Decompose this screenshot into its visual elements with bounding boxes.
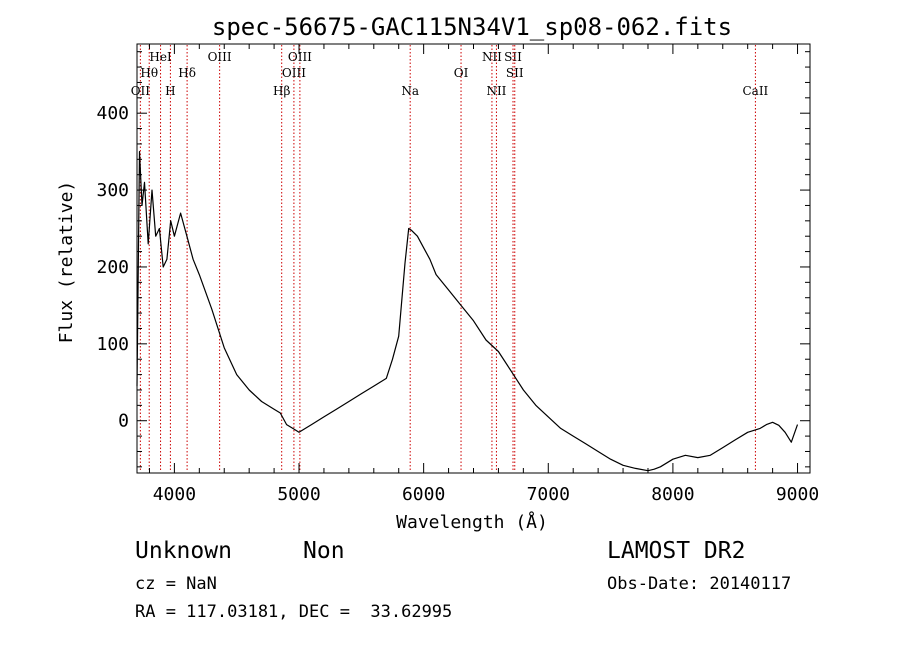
observation-date: Obs-Date: 20140117 (607, 574, 792, 594)
line-marker-label: Na (401, 84, 419, 98)
x-tick-label: 4000 (153, 484, 196, 505)
line-marker-label: CaII (742, 84, 768, 98)
emission-line-markers: OIIHθHeIHHδOIIIHβOIIIOIIINaOINIINIISIISI… (131, 45, 769, 472)
y-tick-label: 400 (96, 103, 129, 124)
line-marker-label: OII (131, 84, 151, 98)
y-axis-ticks: 0 100 200 300 400 (96, 51, 810, 468)
line-marker-label: OIII (282, 66, 306, 80)
x-axis-ticks: 4000 5000 6000 7000 8000 9000 (148, 44, 819, 505)
y-axis-label: Flux (relative) (56, 181, 77, 344)
line-marker-label: OIII (288, 50, 312, 64)
object-type: Unknown (135, 538, 232, 564)
x-tick-label: 9000 (776, 484, 819, 505)
redshift-cz: cz = NaN (135, 574, 217, 594)
x-tick-label: 7000 (527, 484, 570, 505)
y-tick-label: 300 (96, 180, 129, 201)
spectrum-series (136, 151, 799, 472)
y-tick-label: 100 (96, 334, 129, 355)
line-marker-label: OIII (208, 50, 232, 64)
chart-title: spec-56675-GAC115N34V1_sp08-062.fits (212, 13, 732, 41)
survey-name: LAMOST DR2 (607, 538, 746, 564)
line-marker-label: OI (454, 66, 469, 80)
y-tick-label: 200 (96, 257, 129, 278)
line-marker-label: NII (482, 50, 502, 64)
line-marker-label: H (165, 84, 175, 98)
y-tick-label: 0 (118, 411, 129, 432)
line-marker-label: Hθ (140, 66, 158, 80)
line-marker-label: SII (506, 66, 524, 80)
spectrum-line-0 (136, 151, 799, 472)
line-marker-label: Hδ (178, 66, 196, 80)
x-tick-label: 6000 (402, 484, 445, 505)
line-marker-label: SII (504, 50, 522, 64)
plot-frame (136, 43, 811, 474)
x-axis-label: Wavelength (Å) (396, 511, 548, 533)
x-tick-label: 5000 (277, 484, 320, 505)
x-tick-label: 8000 (651, 484, 694, 505)
ra-dec-coordinates: RA = 117.03181, DEC = 33.62995 (135, 602, 453, 622)
line-marker-label: HeI (149, 50, 172, 64)
object-class: Non (303, 538, 345, 564)
line-marker-label: NII (486, 84, 506, 98)
line-marker-label: Hβ (273, 84, 290, 98)
